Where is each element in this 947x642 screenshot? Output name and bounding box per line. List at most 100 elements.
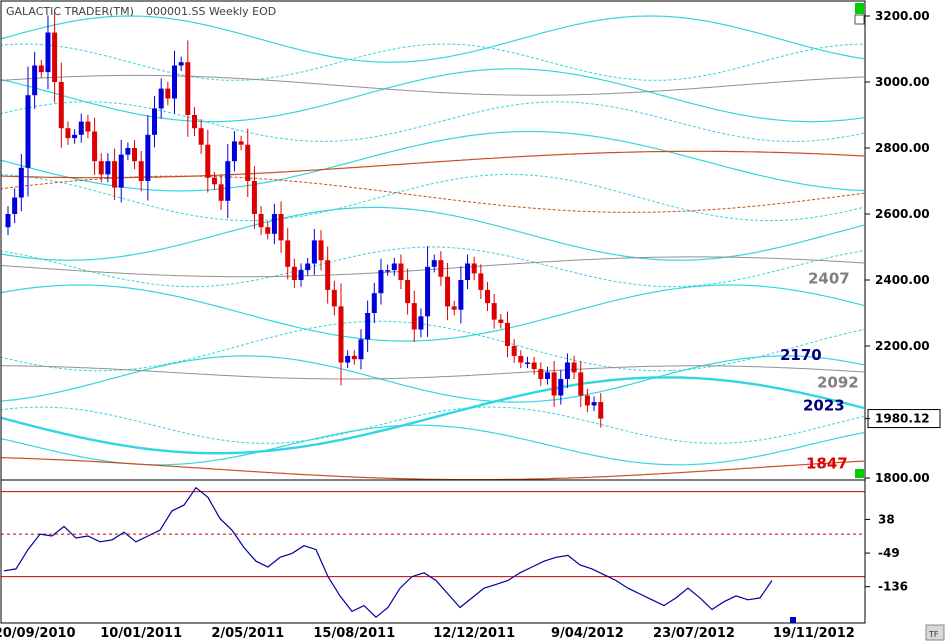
candle-body bbox=[558, 379, 564, 396]
candle-body bbox=[365, 313, 371, 340]
candle-body bbox=[418, 316, 424, 330]
candle-body bbox=[578, 372, 584, 396]
x-tick-label: 12/12/2011 bbox=[433, 626, 515, 641]
panel-resize-icon[interactable] bbox=[855, 469, 864, 478]
candle-body bbox=[391, 263, 397, 271]
osc-tick-label: -49 bbox=[878, 546, 900, 560]
x-tick-label: 23/07/2012 bbox=[653, 626, 735, 641]
price-annotation: 1847 bbox=[806, 454, 848, 472]
cycle-wave bbox=[1, 246, 865, 288]
candle-body bbox=[178, 62, 184, 66]
candle-body bbox=[138, 161, 144, 181]
y-tick-label: 2600.00 bbox=[875, 207, 930, 221]
x-tick-label: 9/04/2012 bbox=[551, 626, 624, 641]
candle-body bbox=[431, 260, 437, 267]
candle-body bbox=[345, 355, 351, 363]
candle-body bbox=[385, 270, 391, 272]
candle-body bbox=[378, 270, 384, 294]
candle-body bbox=[405, 280, 411, 304]
y-tick-label: 3200.00 bbox=[875, 9, 930, 23]
candle-body bbox=[58, 82, 64, 129]
y-tick-label: 1800.00 bbox=[875, 471, 930, 485]
cycle-wave bbox=[1, 206, 865, 261]
x-tick-label: 19/11/2012 bbox=[773, 626, 855, 641]
cycle-wave bbox=[1, 15, 865, 63]
y-tick-label: 2200.00 bbox=[875, 339, 930, 353]
candle-body bbox=[85, 121, 91, 132]
candle-body bbox=[425, 266, 431, 317]
candles bbox=[5, 11, 604, 428]
candle-body bbox=[105, 161, 111, 175]
candle-body bbox=[72, 134, 78, 139]
candle-body bbox=[598, 402, 604, 419]
candle-body bbox=[531, 362, 537, 370]
candle-body bbox=[12, 197, 18, 214]
candle-body bbox=[5, 214, 11, 228]
cycle-wave bbox=[1, 130, 865, 192]
osc-tick-label: -136 bbox=[878, 580, 908, 594]
cycle-wave bbox=[1, 376, 865, 455]
candle-body bbox=[251, 181, 257, 214]
candle-body bbox=[265, 227, 271, 234]
candle-body bbox=[112, 161, 118, 188]
oscillator-marker bbox=[790, 617, 796, 623]
symbol-label: 000001.SS Weekly EOD bbox=[146, 5, 276, 18]
cycle-wave bbox=[1, 365, 865, 380]
candle-body bbox=[152, 108, 158, 135]
cycle-wave bbox=[1, 355, 865, 403]
candle-body bbox=[438, 260, 444, 277]
cycle-wave bbox=[1, 175, 865, 213]
candle-body bbox=[291, 266, 297, 280]
candle-body bbox=[172, 65, 177, 99]
candle-body bbox=[185, 62, 191, 115]
candle-body bbox=[218, 184, 224, 201]
candle-body bbox=[458, 280, 464, 310]
candle-body bbox=[318, 240, 324, 261]
candle-body bbox=[45, 32, 51, 73]
candle-body bbox=[485, 289, 491, 304]
y-axis: 3200.00 3000.00 2800.00 2600.00 2400.00 2200.… bbox=[865, 9, 941, 594]
candle-body bbox=[65, 128, 71, 139]
candle-body bbox=[398, 263, 404, 280]
candle-body bbox=[325, 260, 331, 290]
price-annotation: 2023 bbox=[803, 396, 845, 414]
candle-body bbox=[165, 88, 171, 99]
candle-body bbox=[471, 263, 477, 274]
maximize-icon[interactable] bbox=[855, 3, 864, 14]
candle-body bbox=[118, 154, 124, 188]
candle-body bbox=[564, 362, 570, 379]
candle-body bbox=[371, 293, 377, 313]
cycle-wave bbox=[1, 320, 865, 372]
cycle-wave bbox=[1, 173, 865, 222]
x-axis: 20/09/2010 10/01/2011 2/05/2011 15/08/2011 1… bbox=[0, 626, 855, 641]
candle-body bbox=[571, 362, 577, 373]
oscillator-line bbox=[3, 486, 773, 619]
cycle-wave bbox=[1, 74, 865, 96]
x-tick-label: 2/05/2011 bbox=[211, 626, 284, 641]
cycle-waves bbox=[1, 15, 865, 480]
candle-body bbox=[158, 88, 164, 109]
candle-body bbox=[331, 289, 337, 307]
candle-body bbox=[98, 161, 104, 175]
cycle-wave bbox=[1, 68, 865, 123]
candle-body bbox=[245, 144, 251, 181]
candle-body bbox=[478, 273, 484, 290]
restore-icon[interactable] bbox=[854, 14, 865, 25]
candle-body bbox=[145, 134, 151, 181]
price-annotation: 2170 bbox=[780, 346, 822, 364]
price-annotation: 2092 bbox=[817, 374, 859, 392]
candle-body bbox=[38, 65, 44, 73]
candle-body bbox=[465, 263, 471, 280]
candle-body bbox=[132, 148, 138, 162]
y-tick-label: 2400.00 bbox=[875, 273, 930, 287]
x-tick-label: 15/08/2011 bbox=[313, 626, 395, 641]
oscillator-panel bbox=[1, 486, 865, 623]
candle-body bbox=[524, 362, 530, 364]
candle-body bbox=[238, 141, 244, 145]
cycle-wave bbox=[1, 43, 864, 81]
candle-body bbox=[298, 270, 304, 280]
candle-body bbox=[225, 161, 231, 201]
price-annotation: 2407 bbox=[808, 270, 850, 288]
timeframe-button[interactable]: TF bbox=[925, 624, 945, 641]
